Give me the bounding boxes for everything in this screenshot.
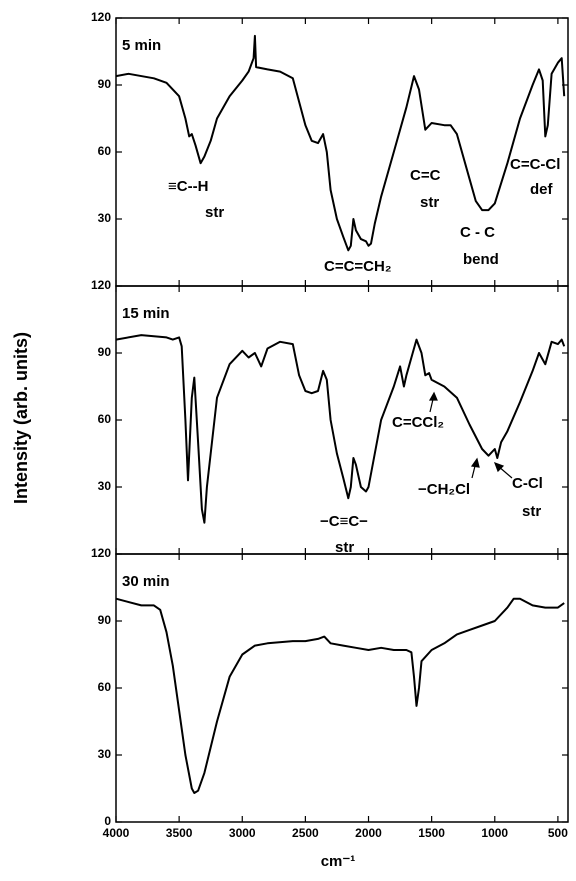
x-tick-label: 1500 [418,826,445,840]
y-axis-label: Intensity (arb. units) [11,332,31,504]
annotation: −CH₂Cl [418,481,470,498]
annotation: bend [463,251,499,268]
arrow-head [428,391,438,401]
y-tick-label: 120 [91,278,111,292]
y-tick-label: 90 [98,345,112,359]
annotation: −C≡C− [320,513,368,530]
annotation: str [420,194,439,211]
spectrum-line [115,34,566,252]
x-tick-label: 3500 [166,826,193,840]
y-tick-label: 30 [98,479,112,493]
annotation: str [335,539,354,556]
y-tick-label: 60 [98,144,112,158]
y-tick-label: 30 [98,747,112,761]
y-tick-label: 60 [98,412,112,426]
plot-frame [115,17,569,287]
y-tick-label: 90 [98,613,112,627]
panel-title: 5 min [122,37,161,54]
arrow-head [493,461,505,473]
x-axis-label: cm⁻¹ [321,853,356,870]
x-tick-label: 3000 [229,826,256,840]
x-tick-label: 2000 [355,826,382,840]
x-tick-label: 2500 [292,826,319,840]
y-tick-label: 120 [91,546,111,560]
panel-title: 30 min [122,573,170,590]
y-tick-label: 90 [98,77,112,91]
annotation: C=C [410,167,441,184]
annotation: str [522,503,541,520]
spectrum-line [115,597,565,794]
panel-title: 15 min [122,305,170,322]
annotation: C=C-Cl [510,156,560,173]
arrow-head [470,457,480,468]
annotation: def [530,181,554,198]
annotation: ≡C--H [168,178,208,195]
annotation: C=CCl₂ [392,414,444,431]
y-tick-label: 0 [104,814,111,828]
x-tick-label: 1000 [481,826,508,840]
x-tick-label: 500 [548,826,568,840]
y-tick-label: 120 [91,10,111,24]
annotation: C - C [460,224,495,241]
x-tick-label: 4000 [103,826,130,840]
arrows [428,391,513,479]
y-tick-label: 60 [98,680,112,694]
spectrum-line [115,334,566,524]
plot-frame [115,553,569,823]
annotation: C-Cl [512,475,543,492]
annotation: C=C=CH₂ [324,258,392,275]
y-tick-label: 30 [98,211,112,225]
annotation: str [205,204,224,221]
